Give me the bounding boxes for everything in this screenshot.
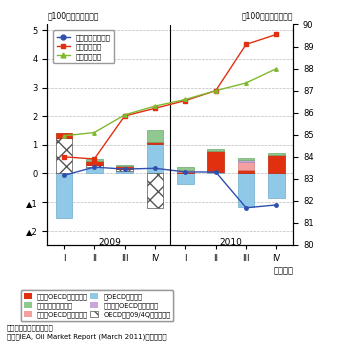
Bar <box>238 170 254 173</box>
Bar <box>268 153 285 155</box>
Bar <box>86 165 102 167</box>
Text: 備考：各期の在庫変動。: 備考：各期の在庫変動。 <box>7 324 54 331</box>
Legend: 北米（OECD）（左軍）, 輸送中在庫（左軍）, 欧州（OECD）（左軍）, 非OECD（左軍）, 大洋州（OECD）（左軍）, OECD（～09/4Q）（左軍: 北米（OECD）（左軍）, 輸送中在庫（左軍）, 欧州（OECD）（左軍）, 非… <box>21 290 173 321</box>
Bar <box>147 144 163 173</box>
Bar <box>147 142 163 144</box>
Text: （100万バレル／日）: （100万バレル／日） <box>47 11 99 20</box>
Bar <box>177 173 194 184</box>
Bar <box>56 173 72 218</box>
Bar <box>207 172 224 173</box>
Bar <box>147 173 163 208</box>
Bar <box>86 159 102 161</box>
Bar <box>177 167 194 170</box>
Bar <box>268 155 285 173</box>
Text: 資料：IEA, Oil Market Report (March 2011)から作成。: 資料：IEA, Oil Market Report (March 2011)から… <box>7 334 166 340</box>
Bar <box>238 173 254 207</box>
Bar <box>238 158 254 160</box>
Text: （年期）: （年期） <box>273 267 293 276</box>
Bar <box>268 173 285 198</box>
Bar <box>207 149 224 151</box>
Bar <box>177 170 194 172</box>
Bar <box>116 164 133 166</box>
Bar <box>116 169 133 171</box>
Bar <box>116 171 133 173</box>
Bar <box>207 151 224 172</box>
Bar <box>116 166 133 169</box>
Bar <box>238 160 254 162</box>
Bar <box>177 172 194 173</box>
Bar <box>147 130 163 142</box>
Text: 2010: 2010 <box>219 238 242 247</box>
Text: （100万バレル／日）: （100万バレル／日） <box>242 11 293 20</box>
Bar <box>56 133 72 138</box>
Bar <box>238 162 254 170</box>
Text: 2009: 2009 <box>98 238 121 247</box>
Bar <box>56 138 72 173</box>
Bar <box>86 167 102 173</box>
Bar <box>86 161 102 165</box>
